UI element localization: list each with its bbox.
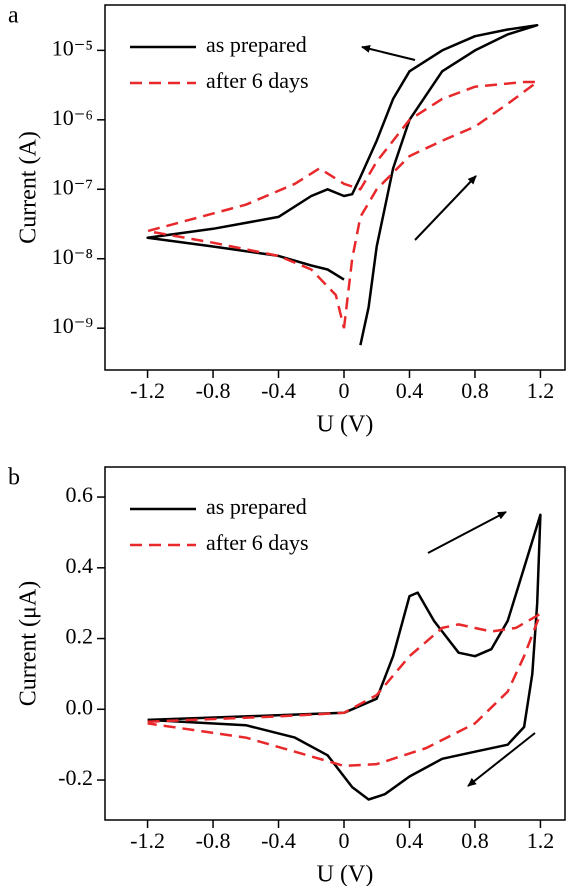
x-tick-label: -1.2 — [130, 378, 165, 403]
data-line — [147, 513, 542, 801]
y-tick-label: 10⁻⁷ — [52, 174, 93, 199]
scan-arrow — [467, 732, 536, 787]
y-tick-label: 10⁻⁵ — [52, 35, 93, 60]
x-tick-label: 1.2 — [527, 378, 555, 403]
x-tick-label: 0 — [339, 828, 350, 853]
y-tick-label: 0.0 — [66, 694, 94, 719]
plot-frame — [104, 4, 566, 371]
plot-frame — [104, 466, 566, 821]
y-axis-label: Current (A) — [16, 131, 42, 244]
x-tick-label: -0.8 — [196, 378, 231, 403]
y-tick-label: 10⁻⁶ — [52, 105, 93, 130]
x-tick-label: 1.2 — [527, 828, 555, 853]
legend-label: as prepared — [206, 32, 307, 57]
legend-label: after 6 days — [206, 530, 309, 555]
x-tick-label: 0.4 — [396, 828, 424, 853]
data-line — [146, 80, 539, 329]
data-line — [147, 612, 542, 768]
x-tick-label: -0.4 — [261, 378, 296, 403]
y-tick-label: 0.4 — [66, 553, 94, 578]
scan-arrow — [361, 45, 416, 61]
scan-arrow — [414, 175, 477, 241]
y-tick-label: 0.2 — [66, 624, 94, 649]
x-axis-label: U (V) — [317, 412, 374, 438]
y-tick-label: 0.6 — [66, 482, 94, 507]
data-line — [146, 23, 539, 346]
x-tick-label: 0 — [339, 378, 350, 403]
x-tick-label: 0.8 — [461, 378, 489, 403]
y-tick-label: -0.2 — [58, 765, 93, 790]
x-tick-label: 0.8 — [461, 828, 489, 853]
legend-label: as prepared — [206, 494, 307, 519]
y-tick-label: 10⁻⁹ — [52, 313, 94, 338]
panel-label: b — [8, 465, 20, 491]
x-tick-label: 0.4 — [396, 378, 424, 403]
y-axis-label: Current (μA) — [16, 581, 42, 707]
x-tick-label: -1.2 — [130, 828, 165, 853]
panel-label: a — [8, 3, 19, 29]
x-tick-label: -0.4 — [261, 828, 296, 853]
x-axis-label: U (V) — [317, 862, 374, 886]
y-tick-label: 10⁻⁸ — [52, 244, 93, 269]
legend-label: after 6 days — [206, 68, 309, 93]
scan-arrow — [427, 511, 507, 554]
x-tick-label: -0.8 — [196, 828, 231, 853]
